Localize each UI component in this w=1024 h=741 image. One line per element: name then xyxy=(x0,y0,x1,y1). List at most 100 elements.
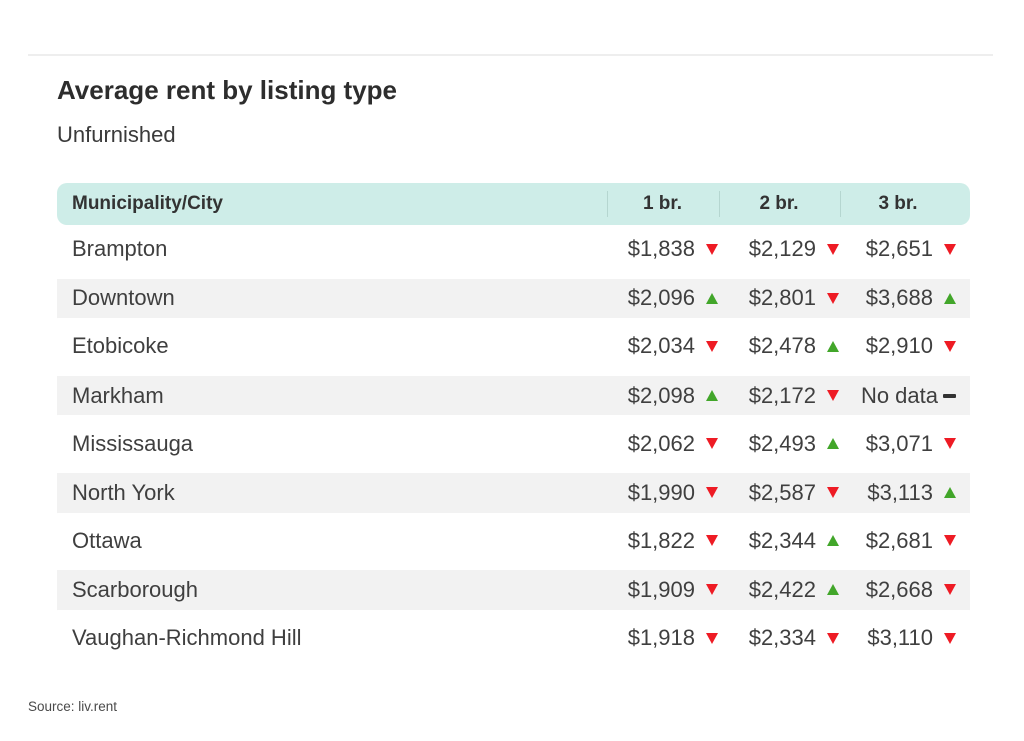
city-name: Vaughan-Richmond Hill xyxy=(72,625,302,651)
table-row: North York $1,990 $2,587 $3,113 xyxy=(57,467,970,517)
rent-value: $2,334 xyxy=(748,625,816,651)
column-header-city: Municipality/City xyxy=(72,193,223,214)
rent-value: No data xyxy=(860,382,938,408)
table-row: Markham $2,098 $2,172 No data xyxy=(57,370,970,420)
rent-cell: $1,838 xyxy=(607,225,719,274)
rent-value: $1,822 xyxy=(627,527,695,553)
rent-cell: $1,822 xyxy=(607,517,719,566)
rent-value: $2,034 xyxy=(627,333,695,359)
city-name: Etobicoke xyxy=(72,333,169,359)
trend-down-icon xyxy=(827,487,839,499)
rent-value: $1,990 xyxy=(627,479,695,505)
top-divider xyxy=(28,54,993,56)
city-name: Markham xyxy=(72,382,164,408)
table-row: Vaughan-Richmond Hill $1,918 $2,334 $3,110 xyxy=(57,614,970,663)
trend-up-icon xyxy=(827,584,839,596)
table-row: Scarborough $1,909 $2,422 $2,668 xyxy=(57,565,970,614)
city-name: Ottawa xyxy=(72,527,142,553)
rent-value: $1,918 xyxy=(627,625,695,651)
rent-cell: $2,801 xyxy=(719,279,840,319)
rent-cell: $2,681 xyxy=(840,517,970,566)
rent-value: $2,801 xyxy=(748,285,816,311)
trend-down-icon xyxy=(706,632,718,644)
rent-value: $2,668 xyxy=(865,576,933,602)
rent-value: $2,344 xyxy=(748,527,816,553)
rent-value: $2,478 xyxy=(748,333,816,359)
trend-down-icon xyxy=(827,632,839,644)
rent-value: $2,587 xyxy=(748,479,816,505)
rent-cell: $2,096 xyxy=(607,279,719,319)
trend-down-icon xyxy=(827,243,839,255)
rent-value: $2,172 xyxy=(748,382,816,408)
rent-value: $3,113 xyxy=(867,479,933,505)
trend-up-icon xyxy=(827,340,839,352)
trend-down-icon xyxy=(944,584,956,596)
rent-value: $3,110 xyxy=(867,625,933,651)
rent-value: $1,909 xyxy=(627,576,695,602)
rent-table-body: Brampton $1,838 $2,129 $2,651 Downtown $2,096… xyxy=(57,225,970,662)
city-name: Mississauga xyxy=(72,430,194,456)
rent-cell: $2,478 xyxy=(719,322,840,371)
rent-cell: $3,113 xyxy=(840,473,970,513)
rent-cell: $3,110 xyxy=(840,614,970,663)
rent-cell: $2,129 xyxy=(719,225,840,274)
rent-cell: $3,071 xyxy=(840,419,970,468)
trend-down-icon xyxy=(944,535,956,547)
column-header-3br: 3 br. xyxy=(840,183,970,225)
trend-down-icon xyxy=(706,487,718,499)
rent-value: $2,651 xyxy=(865,236,933,262)
trend-down-icon xyxy=(706,584,718,596)
rent-value: $1,838 xyxy=(627,236,695,262)
trend-down-icon xyxy=(944,632,956,644)
trend-down-icon xyxy=(944,340,956,352)
table-row: Ottawa $1,822 $2,344 $2,681 xyxy=(57,517,970,566)
table-row: Etobicoke $2,034 $2,478 $2,910 xyxy=(57,322,970,371)
city-name: Scarborough xyxy=(72,576,198,602)
city-name: Brampton xyxy=(72,236,168,262)
page-title: Average rent by listing type xyxy=(57,75,398,105)
rent-table: Municipality/City 1 br. 2 br. 3 br. Bram… xyxy=(57,183,970,662)
rent-value: $3,688 xyxy=(865,285,933,311)
trend-down-icon xyxy=(706,243,718,255)
rent-cell: $2,668 xyxy=(840,570,970,610)
rent-cell: $2,910 xyxy=(840,322,970,371)
table-row: Downtown $2,096 $2,801 $3,688 xyxy=(57,273,970,323)
rent-cell: $2,651 xyxy=(840,225,970,274)
no-data-dash-icon xyxy=(943,393,956,398)
column-header-1br: 1 br. xyxy=(607,183,719,225)
table-row: Brampton $1,838 $2,129 $2,651 xyxy=(57,225,970,274)
rent-cell: $2,493 xyxy=(719,419,840,468)
rent-cell: $2,098 xyxy=(607,376,719,416)
table-row: Mississauga $2,062 $2,493 $3,071 xyxy=(57,419,970,468)
rent-value: $2,422 xyxy=(748,576,816,602)
rent-cell: $2,587 xyxy=(719,473,840,513)
trend-down-icon xyxy=(827,292,839,304)
column-header-2br: 2 br. xyxy=(719,183,840,225)
rent-value: $2,096 xyxy=(627,285,695,311)
rent-value: $2,910 xyxy=(865,333,933,359)
trend-up-icon xyxy=(706,292,718,304)
trend-up-icon xyxy=(827,438,839,450)
trend-up-icon xyxy=(706,390,718,402)
trend-down-icon xyxy=(944,438,956,450)
trend-up-icon xyxy=(944,487,956,499)
trend-down-icon xyxy=(944,243,956,255)
rent-cell: $2,172 xyxy=(719,376,840,416)
rent-cell: $2,344 xyxy=(719,517,840,566)
trend-up-icon xyxy=(944,292,956,304)
rent-cell: $1,918 xyxy=(607,614,719,663)
trend-down-icon xyxy=(827,390,839,402)
source-caption: Source: liv.rent xyxy=(28,699,118,714)
trend-down-icon xyxy=(706,438,718,450)
rent-cell: $1,990 xyxy=(607,473,719,513)
rent-cell: $1,909 xyxy=(607,570,719,610)
rent-value: $2,129 xyxy=(748,236,816,262)
rent-value: $3,071 xyxy=(865,430,933,456)
table-header: Municipality/City 1 br. 2 br. 3 br. xyxy=(57,183,970,225)
rent-value: $2,681 xyxy=(865,527,933,553)
trend-down-icon xyxy=(706,340,718,352)
rent-cell: $2,334 xyxy=(719,614,840,663)
trend-down-icon xyxy=(706,535,718,547)
rent-cell: $2,034 xyxy=(607,322,719,371)
rent-cell: $3,688 xyxy=(840,279,970,319)
